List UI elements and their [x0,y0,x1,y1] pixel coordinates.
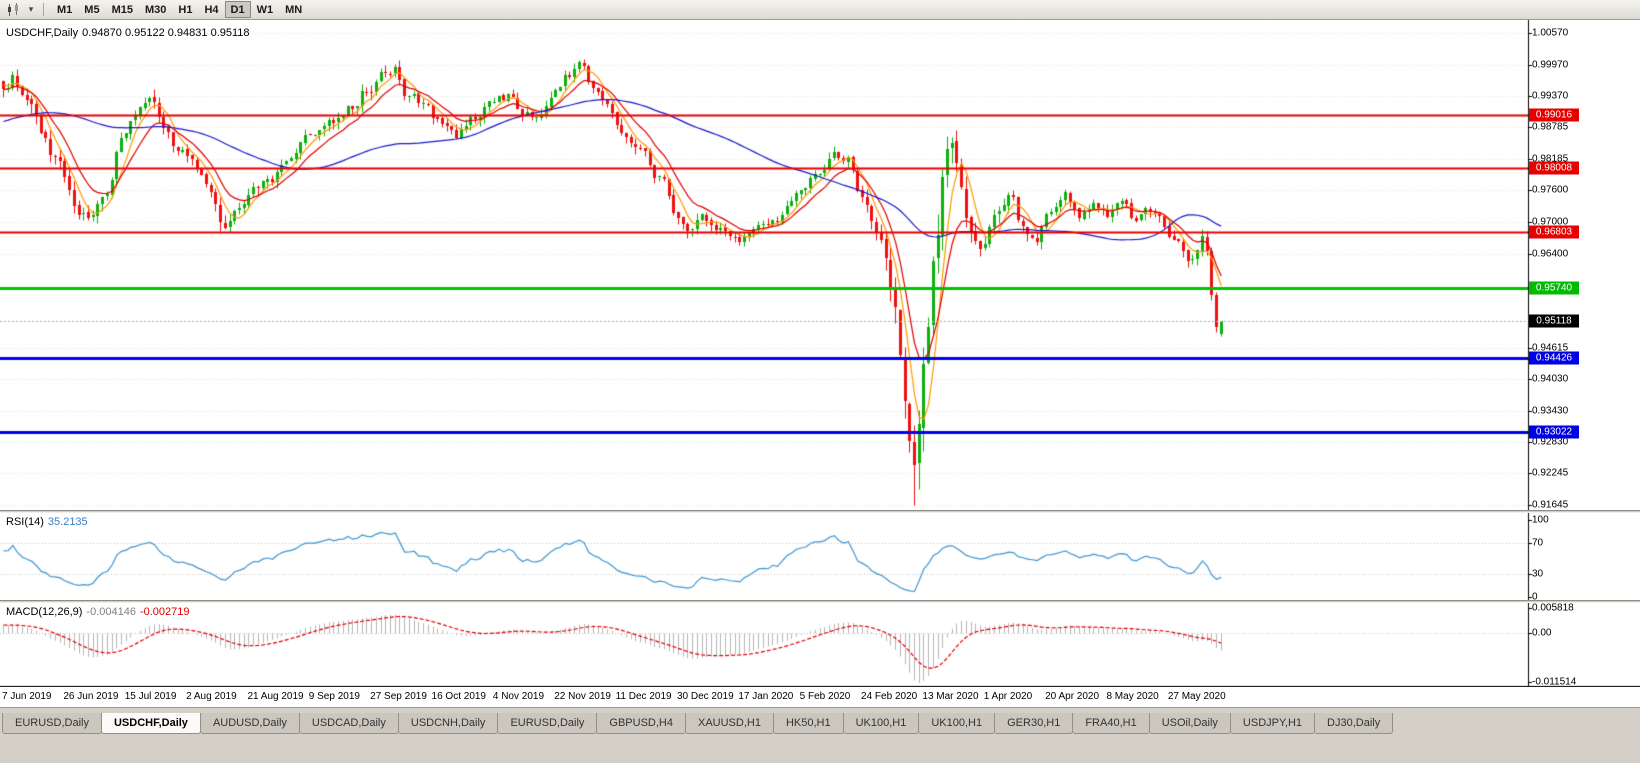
chart-tab-usdchf-daily[interactable]: USDCHF,Daily [100,713,201,734]
timeframe-button-mn[interactable]: MN [285,4,303,16]
rsi-panel-canvas[interactable] [0,513,1640,600]
chart-tabs: EURUSD,Daily USDCHF,Daily AUDUSD,Daily USDC… [2,713,1640,734]
chart-tab-bar: EURUSD,Daily USDCHF,Daily AUDUSD,Daily USDC… [0,707,1640,763]
timeframe-button-h1[interactable]: H1 [178,4,193,16]
chart-tab-uk100-h1[interactable]: UK100,H1 [918,713,996,734]
time-axis[interactable] [0,687,1640,707]
chart-tab-dj30-daily[interactable]: DJ30,Daily [1314,713,1394,734]
chart-tab-ger30-h1[interactable]: GER30,H1 [994,713,1074,734]
chart-tab-usdjpy-h1[interactable]: USDJPY,H1 [1229,713,1316,734]
chart-tab-fra40-h1[interactable]: FRA40,H1 [1072,713,1150,734]
timeframe-button-m15[interactable]: M15 [111,4,133,16]
timeframe-button-w1[interactable]: W1 [256,4,274,16]
chart-tab-eurusd-daily[interactable]: EURUSD,Daily [2,713,102,734]
macd-panel-canvas[interactable] [0,603,1640,687]
timeframe-button-m5[interactable]: M5 [84,4,100,16]
timeframe-toolbar: ▾ M1 M5 M15 M30 H1 H4 D1 W1 MN [0,0,1640,20]
chart-tab-uk100-h1[interactable]: UK100,H1 [842,713,920,734]
toolbar-separator [43,3,44,16]
chart-tab-usdcad-daily[interactable]: USDCAD,Daily [298,713,399,734]
timeframe-button-h4[interactable]: H4 [204,4,219,16]
chart-tab-usdcnh-daily[interactable]: USDCNH,Daily [397,713,499,734]
chart-tab-hk50-h1[interactable]: HK50,H1 [772,713,844,734]
chart-tab-xauusd-h1[interactable]: XAUUSD,H1 [684,713,774,734]
candlestick-chart-icon[interactable] [4,1,24,19]
chevron-down-icon[interactable]: ▾ [28,4,34,14]
chart-tab-gbpusd-h4[interactable]: GBPUSD,H4 [596,713,686,734]
panel-separator[interactable] [0,600,1640,603]
timeframe-button-d1[interactable]: D1 [224,1,251,18]
chart-tab-audusd-daily[interactable]: AUDUSD,Daily [199,713,300,734]
chart-tab-usoil-daily[interactable]: USOil,Daily [1148,713,1231,734]
panel-separator[interactable] [0,510,1640,513]
main-chart-canvas[interactable] [0,20,1640,510]
timeframe-button-m30[interactable]: M30 [144,4,167,16]
timeframe-button-m1[interactable]: M1 [57,4,73,16]
chart-tab-eurusd-daily[interactable]: EURUSD,Daily [497,713,598,734]
timeframe-buttons: M1 M5 M15 M30 H1 H4 D1 W1 MN [51,1,308,18]
